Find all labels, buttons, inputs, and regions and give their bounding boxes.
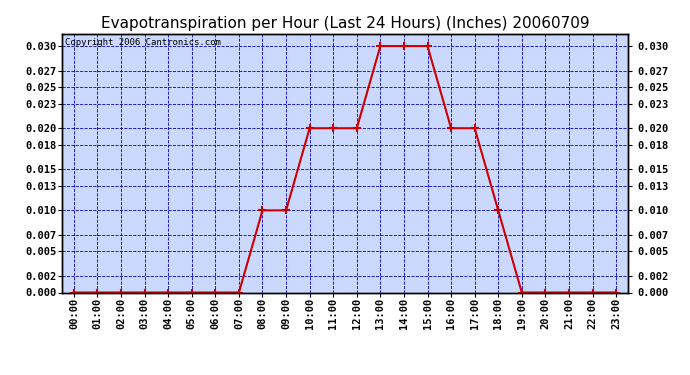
- Title: Evapotranspiration per Hour (Last 24 Hours) (Inches) 20060709: Evapotranspiration per Hour (Last 24 Hou…: [101, 16, 589, 31]
- Text: Copyright 2006 Cantronics.com: Copyright 2006 Cantronics.com: [65, 38, 221, 46]
